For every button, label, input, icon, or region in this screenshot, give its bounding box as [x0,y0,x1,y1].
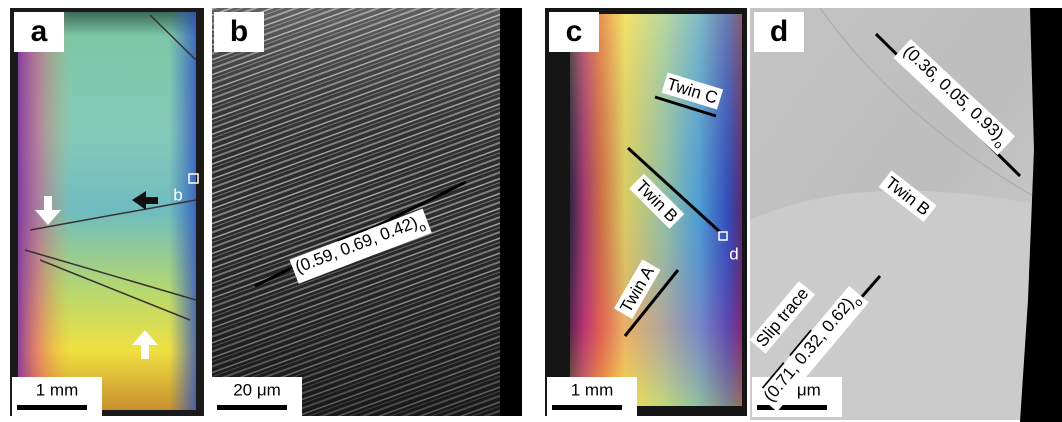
scale-bar [552,405,622,410]
panel-label: b [230,15,248,48]
micrograph-overlay [212,8,502,416]
scale-bar-label: 1 mm [36,380,79,399]
annotation-text: d [729,244,738,263]
scale-bar [217,405,287,410]
edge [500,8,522,416]
annotation-text: b [173,185,182,204]
annotation: d [729,244,738,263]
scale-bar [757,405,827,410]
scale-bar-label: 1 mm [571,380,614,399]
panel-label: d [770,15,788,48]
annotation: b [173,185,182,204]
scale-bar-label: 20 μm [233,380,281,399]
page: a1 mmb20 μmc1 mmd20 μmb(0.59, 0.69, 0.42… [0,0,1062,422]
figure: a1 mmb20 μmc1 mmd20 μmb(0.59, 0.69, 0.42… [0,0,1062,422]
panel-label: c [566,15,583,48]
scale-bar [17,405,87,410]
panel-label: a [31,15,48,48]
